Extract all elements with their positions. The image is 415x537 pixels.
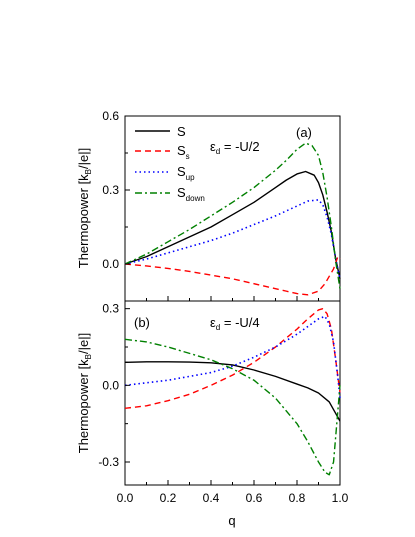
panel-b-annotation-subscript: d <box>216 323 220 332</box>
panel-a-annotation-subscript: d <box>216 147 220 156</box>
panel-a-ytick-label: 0.6 <box>102 109 119 123</box>
panel-b-ytick-label: 0.3 <box>102 302 119 316</box>
x-tick-label: 0.6 <box>246 491 263 505</box>
panel-b-label: (b) <box>134 315 150 330</box>
panel-b-ylabel: Thermopower [kB/|e|] <box>76 333 93 453</box>
panel-a-annotation: εd = -U/2 <box>210 139 260 156</box>
panel-a-ytick-label: 0.0 <box>102 257 119 271</box>
x-tick-label: 0.8 <box>289 491 306 505</box>
legend-label-S-down: Sdown <box>177 185 205 203</box>
panel-b-annotation-rest: = -U/4 <box>220 315 259 330</box>
panel-a-label: (a) <box>296 125 312 140</box>
panel-b-annotation-symbol: ε <box>210 315 216 330</box>
panel-a-annotation-symbol: ε <box>210 139 216 154</box>
legend-label-S-s: Ss <box>177 143 190 161</box>
panel-a-annotation-rest: = -U/2 <box>220 139 259 154</box>
panel-b-ytick-label: 0.0 <box>102 378 119 392</box>
legend-label-S-up: Sup <box>177 164 195 182</box>
panel-b-plot <box>124 307 341 476</box>
panel-a-plot <box>124 142 341 296</box>
panel-b-series-S-up-line <box>124 315 341 399</box>
legend-label-S: S <box>177 124 186 139</box>
axis-ticks: 0.0 0.3 0.6 -0.3 0.0 0.3 0.0 0.2 0.4 0.6 0.8 1.0 <box>98 109 348 505</box>
legend: S Ss Sup Sdown <box>135 124 205 203</box>
panel-b-series-S-down-line <box>124 338 341 476</box>
panel-a-ytick-label: 0.3 <box>102 183 119 197</box>
panel-a-series-S-down-line <box>124 142 341 289</box>
x-tick-label: 0.0 <box>117 491 134 505</box>
panel-a-series-S-line <box>124 170 341 279</box>
panel-a-series-S-s-line <box>124 255 341 296</box>
x-axis-label: q <box>228 513 235 528</box>
panel-b-series-S-s-line <box>124 307 341 410</box>
x-tick-label: 0.4 <box>203 491 220 505</box>
panel-b-annotation: εd = -U/4 <box>210 315 260 332</box>
x-tick-label: 1.0 <box>332 491 349 505</box>
panel-b-ytick-label: -0.3 <box>98 455 119 469</box>
x-tick-label: 0.2 <box>160 491 177 505</box>
panel-a-ylabel: Thermopower [kB/|e|] <box>76 148 93 268</box>
panel-b-series-S-line <box>124 361 341 422</box>
